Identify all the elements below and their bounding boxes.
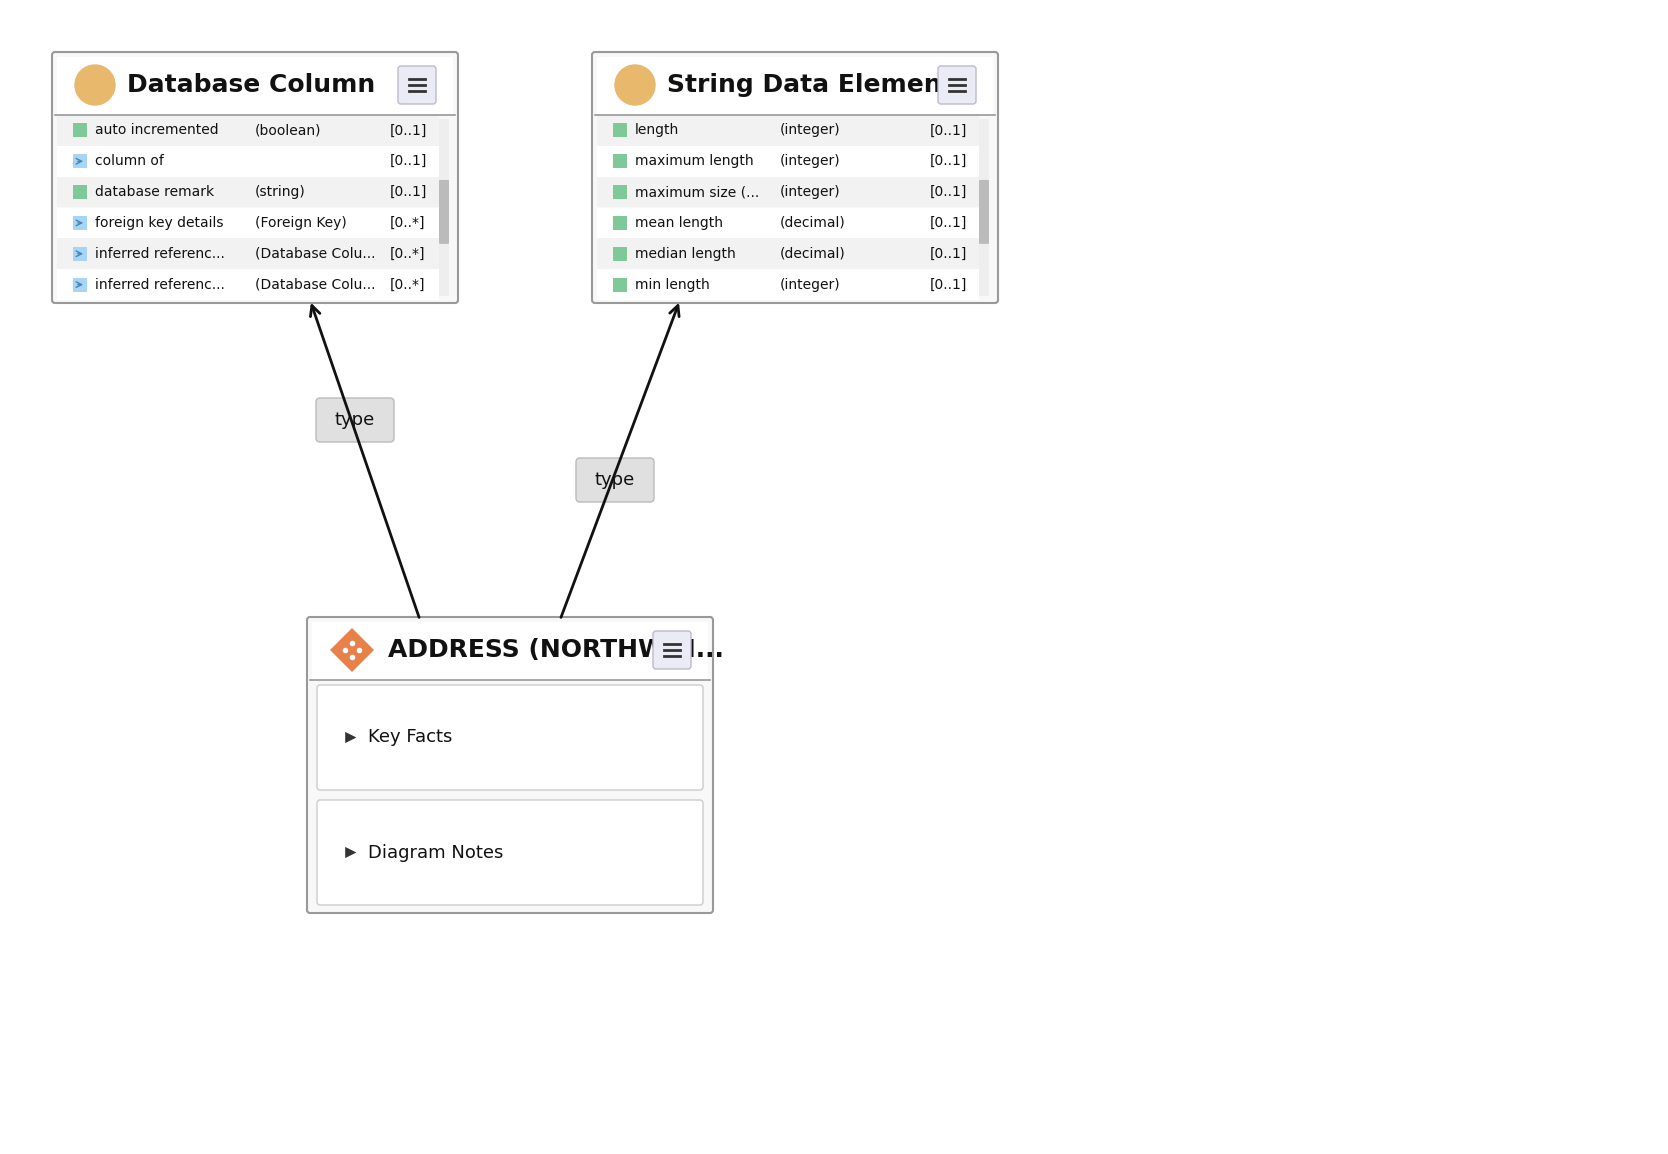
FancyBboxPatch shape [317,800,702,905]
Text: ADDRESS (NORTHWIN...: ADDRESS (NORTHWIN... [389,638,724,662]
Bar [57,208,439,239]
Bar [597,208,979,239]
Text: type: type [595,471,636,489]
FancyBboxPatch shape [592,52,997,304]
Text: (Database Colu...: (Database Colu... [255,278,375,292]
Bar [597,177,979,208]
Polygon shape [345,847,357,859]
Text: [0..*]: [0..*] [390,247,425,261]
Bar [312,622,707,680]
Text: (integer): (integer) [781,278,841,292]
Bar [597,269,979,300]
FancyBboxPatch shape [307,617,712,913]
Text: [0..1]: [0..1] [931,123,967,137]
Text: median length: median length [636,247,736,261]
Text: String Data Element: String Data Element [667,73,954,97]
Text: [0..1]: [0..1] [931,216,967,230]
Text: [0..1]: [0..1] [931,185,967,200]
Text: (string): (string) [255,185,305,200]
Bar [73,155,87,168]
Circle shape [615,65,656,105]
Text: (boolean): (boolean) [255,123,322,137]
Bar [57,145,439,177]
Text: Database Column: Database Column [127,73,375,97]
Text: length: length [636,123,679,137]
Bar [57,269,439,300]
Text: column of: column of [95,155,163,168]
Text: auto incremented: auto incremented [95,123,219,137]
Text: maximum size (...: maximum size (... [636,185,759,200]
Bar [57,115,439,145]
Bar [73,216,87,230]
Bar [597,57,992,115]
Text: type: type [335,411,375,429]
Text: [0..1]: [0..1] [390,155,427,168]
FancyBboxPatch shape [652,631,691,669]
Bar [57,57,454,115]
Text: [0..*]: [0..*] [390,216,425,230]
Text: inferred referenc...: inferred referenc... [95,278,225,292]
Text: (integer): (integer) [781,123,841,137]
Text: database remark: database remark [95,185,214,200]
Circle shape [75,65,115,105]
FancyBboxPatch shape [399,66,435,104]
FancyBboxPatch shape [979,180,989,243]
Text: min length: min length [636,278,711,292]
Text: foreign key details: foreign key details [95,216,224,230]
Bar [614,155,627,168]
FancyBboxPatch shape [52,52,459,304]
Bar [439,119,449,295]
Bar [73,247,87,261]
Text: (decimal): (decimal) [781,247,846,261]
Bar [614,216,627,230]
Polygon shape [345,732,357,743]
Text: Key Facts: Key Facts [369,728,452,747]
Text: (Database Colu...: (Database Colu... [255,247,375,261]
Text: [0..*]: [0..*] [390,278,425,292]
Text: (integer): (integer) [781,185,841,200]
Text: mean length: mean length [636,216,722,230]
Bar [597,239,979,269]
Bar [73,278,87,292]
Bar [614,185,627,200]
Bar [979,119,989,295]
Text: maximum length: maximum length [636,155,754,168]
Text: [0..1]: [0..1] [931,247,967,261]
Text: Diagram Notes: Diagram Notes [369,844,504,862]
FancyBboxPatch shape [937,66,976,104]
FancyBboxPatch shape [575,458,654,502]
Bar [597,115,979,145]
Bar [73,185,87,200]
Bar [614,123,627,137]
Bar [57,177,439,208]
FancyBboxPatch shape [315,398,394,442]
Polygon shape [330,628,374,672]
Text: inferred referenc...: inferred referenc... [95,247,225,261]
Text: [0..1]: [0..1] [931,278,967,292]
Text: [0..1]: [0..1] [390,185,427,200]
Text: [0..1]: [0..1] [390,123,427,137]
FancyBboxPatch shape [439,180,449,243]
Text: (integer): (integer) [781,155,841,168]
Text: (decimal): (decimal) [781,216,846,230]
Bar [614,247,627,261]
Bar [73,123,87,137]
Text: [0..1]: [0..1] [931,155,967,168]
Bar [57,239,439,269]
Text: (Foreign Key): (Foreign Key) [255,216,347,230]
Bar [597,145,979,177]
FancyBboxPatch shape [317,685,702,790]
Bar [614,278,627,292]
